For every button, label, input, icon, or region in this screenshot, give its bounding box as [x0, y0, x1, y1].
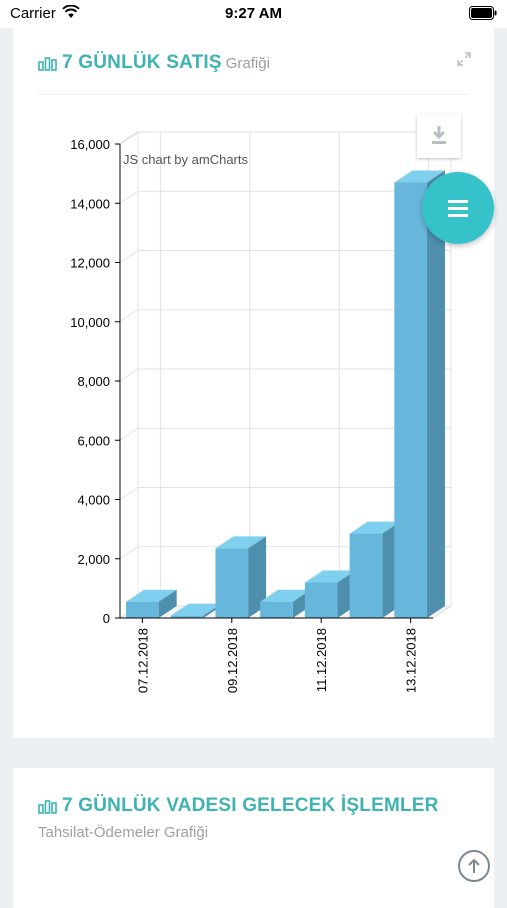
bar-chart-icon [38, 800, 57, 814]
upcoming-subtitle: Tahsilat-Ödemeler Grafiği [38, 824, 209, 841]
sales-card-title: 7 GÜNLÜK SATIŞ Grafiği [38, 52, 270, 74]
y-gridline [119, 309, 451, 323]
bar [260, 601, 293, 618]
y-tick-label: 2,000 [77, 552, 110, 567]
x-tick-label: 09.12.2018 [225, 628, 240, 693]
status-bar: Carrier 9:27 AM [0, 0, 507, 28]
y-tick-label: 4,000 [77, 493, 110, 508]
y-tick-label: 14,000 [70, 196, 110, 211]
menu-icon [448, 214, 468, 217]
status-time: 9:27 AM [225, 5, 282, 22]
y-tick-label: 16,000 [70, 137, 110, 152]
y-gridline [119, 427, 451, 441]
card-divider [38, 94, 469, 95]
wifi-icon [62, 5, 80, 18]
bar [215, 548, 249, 618]
bar [170, 615, 204, 618]
y-tick-label: 0 [103, 611, 110, 626]
y-gridline [119, 546, 451, 560]
battery-icon [469, 6, 497, 20]
y-axis-depth-line [119, 131, 139, 145]
bar-top [349, 521, 401, 534]
upcoming-title: 7 GÜNLÜK VADESI GELECEK İŞLEMLER [62, 795, 439, 816]
y-tick-label: 10,000 [70, 315, 110, 330]
bar [394, 182, 427, 618]
y-gridline [119, 250, 451, 263]
bar [349, 533, 383, 618]
y-tick-label: 6,000 [77, 433, 110, 448]
bar-side [248, 536, 267, 618]
y-gridline [119, 190, 451, 204]
upcoming-card-title: 7 GÜNLÜK VADESI GELECEK İŞLEMLER [38, 795, 439, 817]
x-tick-label: 07.12.2018 [135, 628, 150, 693]
download-button[interactable] [417, 114, 461, 158]
y-tick-label: 12,000 [70, 256, 110, 271]
sales-title: 7 GÜNLÜK SATIŞ [62, 52, 222, 73]
y-gridline [119, 368, 451, 382]
bar-top [170, 603, 222, 616]
bar-top [126, 589, 177, 602]
bar-top [394, 170, 445, 183]
sales-chart-card: 7 GÜNLÜK SATIŞ Grafiği 0 2,000 4,000 6,000 8,… [13, 28, 494, 738]
bar-side [426, 170, 445, 618]
scroll-top-button[interactable] [458, 850, 490, 882]
bar [126, 601, 159, 618]
carrier-label: Carrier [10, 5, 56, 22]
bar-chart-icon [38, 57, 57, 71]
menu-icon [448, 207, 468, 210]
bar-side [158, 589, 177, 618]
bar [304, 582, 338, 618]
sales-bar-chart: 0 2,000 4,000 6,000 8,000 10,000 12,000 14,000 1… [70, 131, 453, 693]
y-gridline [119, 487, 451, 500]
x-tick-label: 13.12.2018 [404, 628, 419, 693]
bar-top [215, 536, 267, 549]
scroll-top-icon [468, 858, 480, 873]
sales-title-suffix: Grafiği [225, 54, 270, 72]
x-tick-label: 11.12.2018 [314, 628, 329, 692]
expand-icon[interactable] [456, 51, 472, 67]
chart-credits: JS chart by amCharts [123, 152, 248, 167]
y-tick-label: 8,000 [77, 374, 110, 389]
menu-icon [448, 200, 468, 203]
bar-top [304, 570, 356, 583]
download-icon [432, 126, 446, 144]
bar-top [260, 589, 311, 602]
upcoming-transactions-card: 7 GÜNLÜK VADESI GELECEK İŞLEMLER Tahsila… [13, 768, 494, 908]
menu-fab-button[interactable] [422, 172, 494, 244]
